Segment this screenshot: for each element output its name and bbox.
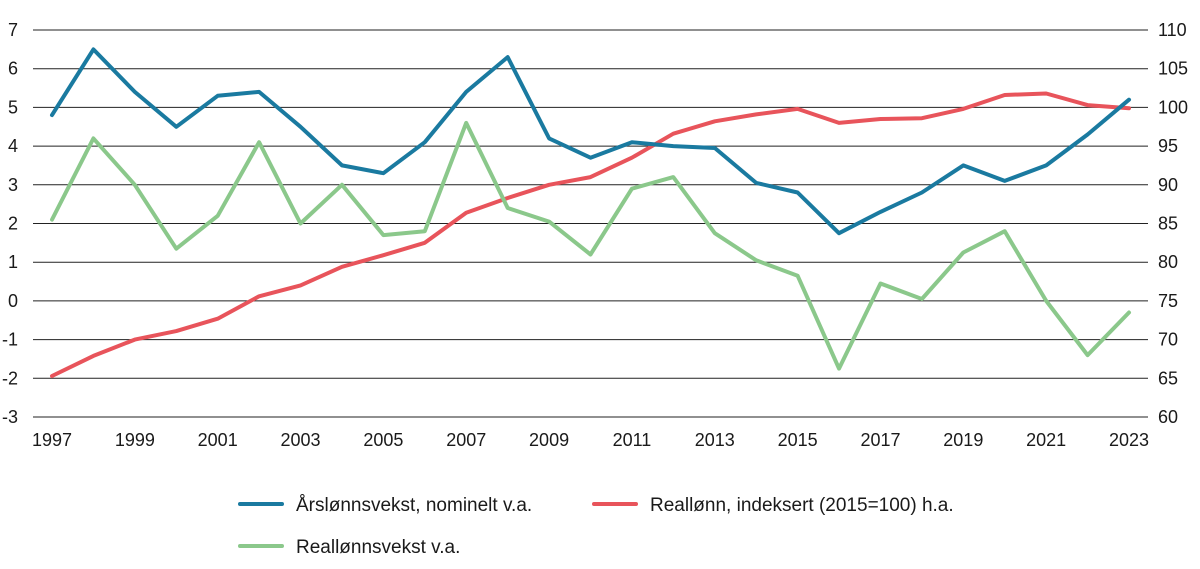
x-axis-ticks: 1997 1999 2001 2003 2005 2007 2009 2011 2013 2015… xyxy=(32,430,1149,450)
right-axis-ticks: 60 65 70 75 80 85 90 95 100 105 110 xyxy=(1158,20,1188,427)
right-tick-label: 90 xyxy=(1158,175,1178,195)
right-tick-label: 110 xyxy=(1158,20,1187,40)
right-tick-label: 70 xyxy=(1158,330,1178,350)
left-axis-ticks: -3 -2 -1 0 1 2 3 4 5 6 7 xyxy=(2,20,18,427)
right-tick-label: 60 xyxy=(1158,407,1178,427)
right-tick-label: 85 xyxy=(1158,214,1178,234)
x-tick-label: 2015 xyxy=(778,430,818,450)
legend: Årslønnsvekst, nominelt v.a. Reallønn, in… xyxy=(238,495,954,558)
x-tick-label: 2005 xyxy=(363,430,403,450)
gridlines xyxy=(33,29,1148,418)
x-tick-label: 2009 xyxy=(529,430,569,450)
left-tick-label: 5 xyxy=(8,97,18,117)
left-tick-label: -2 xyxy=(2,368,18,388)
left-tick-label: 7 xyxy=(8,20,18,40)
left-tick-label: 3 xyxy=(8,175,18,195)
legend-label: Årslønnsvekst, nominelt v.a. xyxy=(296,495,532,516)
left-tick-label: 4 xyxy=(8,136,18,156)
x-tick-label: 2001 xyxy=(198,430,238,450)
right-tick-label: 75 xyxy=(1158,291,1178,311)
left-tick-label: 2 xyxy=(8,214,18,234)
x-tick-label: 2007 xyxy=(446,430,486,450)
legend-label: Reallønn, indeksert (2015=100) h.a. xyxy=(650,495,954,516)
x-tick-label: 2011 xyxy=(613,430,652,450)
right-tick-label: 105 xyxy=(1158,59,1188,79)
x-tick-label: 2021 xyxy=(1026,430,1066,450)
series-lines xyxy=(50,47,1131,378)
left-tick-label: -1 xyxy=(2,330,18,350)
right-tick-label: 65 xyxy=(1158,368,1178,388)
x-tick-label: 2003 xyxy=(281,430,321,450)
right-tick-label: 80 xyxy=(1158,252,1178,272)
right-tick-label: 95 xyxy=(1158,136,1178,156)
left-tick-label: 1 xyxy=(8,252,18,272)
series-line-0 xyxy=(50,47,1131,236)
x-tick-label: 2023 xyxy=(1109,430,1149,450)
left-tick-label: 6 xyxy=(8,59,18,79)
x-tick-label: 2019 xyxy=(943,430,983,450)
series-line-2 xyxy=(50,120,1131,371)
legend-label: Reallønnsvekst v.a. xyxy=(296,537,460,558)
right-tick-label: 100 xyxy=(1158,97,1188,117)
x-tick-label: 2013 xyxy=(695,430,735,450)
x-tick-label: 1999 xyxy=(115,430,155,450)
left-tick-label: 0 xyxy=(8,291,18,311)
left-tick-label: -3 xyxy=(2,407,18,427)
series-line-1 xyxy=(50,91,1131,378)
x-tick-label: 1997 xyxy=(32,430,72,450)
x-tick-label: 2017 xyxy=(860,430,900,450)
